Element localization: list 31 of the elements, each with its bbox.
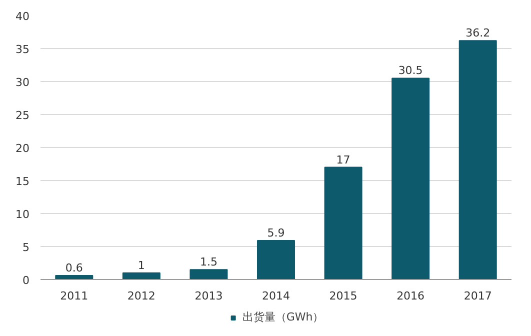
data-label: 36.2 <box>466 26 490 40</box>
data-label: 1 <box>138 258 145 272</box>
data-label: 17 <box>336 153 350 166</box>
legend-label: 出货量（GWh） <box>242 310 324 324</box>
bar <box>392 78 430 280</box>
bar <box>55 275 94 280</box>
bar <box>256 240 296 280</box>
x-tick-label: 2011 <box>60 290 88 302</box>
x-tick-label: 2013 <box>194 290 223 302</box>
y-tick-label: 5 <box>22 241 30 254</box>
y-tick-label: 35 <box>16 43 30 56</box>
y-tick-label: 25 <box>16 109 30 122</box>
x-tick-label: 2012 <box>127 290 156 302</box>
x-tick-label: 2015 <box>329 290 358 302</box>
bar <box>190 269 228 280</box>
data-label: 1.5 <box>200 256 218 269</box>
x-tick-label: 2016 <box>396 290 425 302</box>
y-tick-label: 15 <box>16 175 30 188</box>
y-tick-label: 0 <box>22 274 30 287</box>
data-label: 5.9 <box>267 226 285 240</box>
y-tick-label: 10 <box>16 208 30 221</box>
y-tick-label: 40 <box>16 10 30 23</box>
bar <box>458 40 497 280</box>
data-label: 30.5 <box>398 64 423 78</box>
bar <box>324 166 362 280</box>
bar <box>122 272 160 280</box>
x-tick-label: 2017 <box>464 290 492 302</box>
y-tick-label: 20 <box>16 142 30 155</box>
y-tick-label: 30 <box>16 76 30 89</box>
data-label: 0.6 <box>65 262 83 275</box>
x-tick-label: 2014 <box>262 290 290 302</box>
